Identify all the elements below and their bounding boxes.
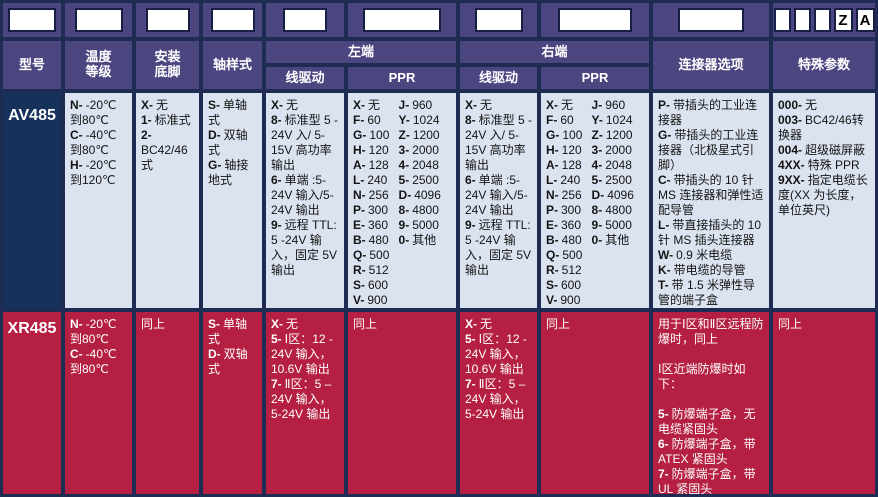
spacer <box>658 347 765 362</box>
cell-av485-mounting: X- 无 1- 标准式 2-BC42/46式 <box>136 93 199 308</box>
code-box-special-2[interactable] <box>793 8 811 32</box>
code-box-left-ppr[interactable] <box>363 8 441 32</box>
cell-xr485-left-line-driver: X- 无 5- Ⅰ区：12 - 24V 输入，10.6V 输出 7- Ⅱ区：5 – 24V… <box>266 312 344 494</box>
code-box-shaft[interactable] <box>210 8 255 32</box>
cell-av485-model: AV485 <box>3 93 61 308</box>
cell-av485-left-line-driver: X- 无 8- 标准型 5 - 24V 入/ 5-15V 高功率输出 6- 单端 :5-2… <box>266 93 344 308</box>
cell-xr485-left-ppr: 同上 <box>348 312 456 494</box>
cell-av485-right-ppr: X- 无 F- 60 G- 100 H- 120 A- 128 L- 240 N- 256 P- 300 E- 3… <box>541 93 649 308</box>
xr485-connector-intro-remote: 用于Ⅰ区和Ⅱ区远程防爆时，同上 <box>658 317 764 346</box>
ppr-column-1: X- 无 F- 60 G- 100 H- 120 A- 128 L- 240 N- 256 P- 300 E- 3… <box>546 98 583 307</box>
code-cell-special: Z A <box>773 3 875 37</box>
code-cell-left-ppr <box>348 3 456 37</box>
header-right-line-driver: 线驱动 <box>460 67 537 89</box>
header-left-ppr: PPR <box>348 67 456 89</box>
header-connector-options: 连接器选项 <box>653 41 769 89</box>
table-grid: Z A 型号 温度等级 安装底脚 轴样式 左端 右端 连接器选项 特殊参数 线驱… <box>3 3 875 494</box>
code-box-connector[interactable] <box>678 8 744 32</box>
header-mounting: 安装底脚 <box>136 41 199 89</box>
cell-xr485-temp: N- -20℃到80℃ C- -40℃到80℃ <box>65 312 132 494</box>
cell-xr485-special: 同上 <box>773 312 875 494</box>
cell-av485-temp: N- -20℃到80℃ C- -40℃到80℃ H- -20℃到120℃ <box>65 93 132 308</box>
header-special-params: 特殊参数 <box>773 41 875 89</box>
cell-xr485-connector: 用于Ⅰ区和Ⅱ区远程防爆时，同上 Ⅰ区近端防爆时如下： 5- 防爆端子盒，无电缆紧固… <box>653 312 769 494</box>
cell-xr485-right-line-driver: X- 无 5- Ⅰ区：12 - 24V 输入，10.6V 输出 7- Ⅱ区：5 – 24V… <box>460 312 537 494</box>
header-shaft-style: 轴样式 <box>203 41 262 89</box>
code-cell-right-ppr <box>541 3 649 37</box>
cell-av485-right-line-driver: X- 无 8- 标准型 5 - 24V 入/ 5-15V 高功率输出 6- 单端 :5-2… <box>460 93 537 308</box>
cell-av485-shaft: S- 单轴式 D- 双轴式 G- 轴接地式 <box>203 93 262 308</box>
cell-av485-connector: P- 带插头的工业连接器 G- 带插头的工业连接器（北极星式引脚） C- 带插头的 10 … <box>653 93 769 308</box>
suffix-box-a: A <box>855 8 875 32</box>
spacer <box>658 392 765 407</box>
code-box-right-driver[interactable] <box>474 8 523 32</box>
header-temp-grade: 温度等级 <box>65 41 132 89</box>
code-box-temp[interactable] <box>74 8 123 32</box>
cell-xr485-right-ppr: 同上 <box>541 312 649 494</box>
ppr-column-1: X- 无 F- 60 G- 100 H- 120 A- 128 L- 240 N- 256 P- 300 E- 3… <box>353 98 390 307</box>
code-cell-model <box>3 3 61 37</box>
header-right-end: 右端 <box>460 41 649 63</box>
cell-xr485-model: XR485 <box>3 312 61 494</box>
ppr-column-2: J- 960 Y- 1024 Z- 1200 3- 2000 4- 2048 5- 2500 D- 409… <box>591 98 634 247</box>
header-right-ppr: PPR <box>541 67 649 89</box>
code-box-special-3[interactable] <box>813 8 831 32</box>
code-cell-temp <box>65 3 132 37</box>
code-cell-left-driver <box>266 3 344 37</box>
code-box-right-ppr[interactable] <box>558 8 632 32</box>
ppr-column-2: J- 960 Y- 1024 Z- 1200 3- 2000 4- 2048 5- 2500 D- 409… <box>398 98 441 247</box>
code-cell-right-driver <box>460 3 537 37</box>
header-left-end: 左端 <box>266 41 456 63</box>
header-model: 型号 <box>3 41 61 89</box>
code-box-mounting[interactable] <box>145 8 190 32</box>
cell-av485-special: 000- 无 003- BC42/46转换器 004- 超级磁屏蔽 4XX- 特殊 PPR 9X… <box>773 93 875 308</box>
code-box-special-1[interactable] <box>773 8 791 32</box>
code-cell-shaft <box>203 3 262 37</box>
code-cell-connector <box>653 3 769 37</box>
code-box-model[interactable] <box>8 8 56 32</box>
cell-xr485-shaft: S- 单轴式 D- 双轴式 <box>203 312 262 494</box>
xr485-connector-items: 5- 防爆端子盒，无电缆紧固头 6- 防爆端子盒，带 ATEX 紧固头 7- 防爆端子盒，… <box>658 407 756 494</box>
xr485-connector-intro-near: Ⅰ区近端防爆时如下： <box>658 362 746 391</box>
cell-av485-left-ppr: X- 无 F- 60 G- 100 H- 120 A- 128 L- 240 N- 256 P- 300 E- 3… <box>348 93 456 308</box>
cell-xr485-mounting: 同上 <box>136 312 199 494</box>
header-left-line-driver: 线驱动 <box>266 67 344 89</box>
code-box-left-driver[interactable] <box>283 8 327 32</box>
code-cell-mounting <box>136 3 199 37</box>
suffix-box-z: Z <box>833 8 853 32</box>
